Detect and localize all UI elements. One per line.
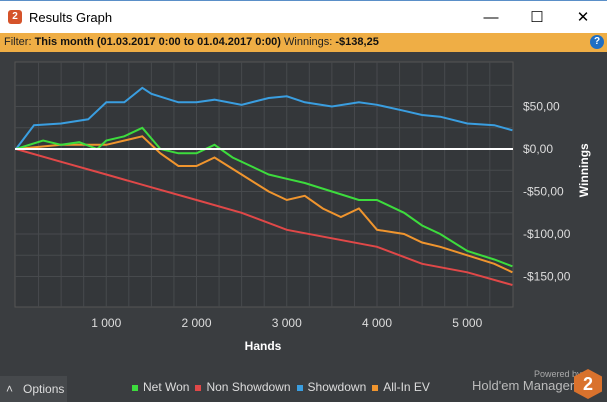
x-tick-label: 2 000	[181, 316, 211, 330]
legend-label: Non Showdown	[206, 380, 291, 394]
y-axis-label: Winnings	[577, 143, 591, 197]
legend-label: Net Won	[143, 380, 190, 394]
options-label: Options	[23, 382, 65, 396]
net-won-swatch	[132, 384, 138, 391]
hem-logo-icon: 2	[574, 369, 602, 399]
legend-item[interactable]: Showdown	[296, 380, 367, 394]
legend-item[interactable]: Non Showdown	[195, 380, 291, 394]
x-tick-label: 5 000	[452, 316, 482, 330]
non-showdown-swatch	[195, 384, 202, 391]
legend-label: All-In EV	[383, 380, 430, 394]
showdown-swatch	[296, 384, 303, 391]
app-logo-icon: 2	[8, 10, 22, 24]
brand-name: Hold'em Manager	[472, 378, 575, 393]
series-line-all-in-ev	[15, 135, 513, 274]
filter-value: This month (01.03.2017 0:00 to 01.04.201…	[34, 36, 281, 48]
legend: Net Won Non Showdown Showdown All-In EV	[132, 380, 430, 394]
minimize-button[interactable]: —	[483, 9, 499, 26]
window-title: Results Graph	[29, 10, 113, 25]
winnings-label: Winnings:	[284, 36, 333, 48]
y-tick-label: -$50,00	[523, 185, 564, 199]
y-tick-label: -$100,00	[523, 227, 571, 241]
x-tick-label: 4 000	[362, 316, 392, 330]
series-line-non-showdown	[15, 148, 513, 286]
caret-up-icon: ˄	[6, 382, 14, 396]
close-button[interactable]: ✕	[576, 9, 590, 26]
all-in-ev-swatch	[372, 384, 379, 391]
legend-label: Showdown	[307, 380, 367, 394]
series-line-net-won	[15, 126, 513, 268]
y-tick-label: $0,00	[523, 142, 553, 156]
winnings-value: -$138,25	[335, 36, 379, 48]
graph-panel: 1 000 2 000 3 000 4 000 5 000 $50,00 $0,00 -$50…	[0, 52, 607, 402]
legend-item[interactable]: Net Won	[132, 380, 189, 394]
y-tick-label: $50,00	[523, 100, 560, 114]
y-tick-label: -$150,00	[523, 270, 571, 284]
powered-by: Powered by	[534, 369, 582, 379]
x-tick-label: 1 000	[91, 316, 121, 330]
results-chart: 1 000 2 000 3 000 4 000 5 000 $50,00 $0,00 -$50…	[14, 61, 591, 353]
filter-bar: Filter: This month (01.03.2017 0:00 to 0…	[0, 33, 607, 52]
options-button[interactable]: ˄ Options	[0, 376, 67, 402]
series-line-showdown	[15, 86, 513, 150]
maximize-button[interactable]: ☐	[530, 9, 544, 26]
x-axis-label: Hands	[245, 339, 282, 353]
legend-item[interactable]: All-In EV	[372, 380, 430, 394]
help-icon[interactable]: ?	[590, 35, 604, 49]
filter-label: Filter:	[4, 36, 32, 48]
x-tick-label: 3 000	[272, 316, 302, 330]
title-bar: 2 Results Graph — ☐ ✕	[0, 0, 607, 33]
